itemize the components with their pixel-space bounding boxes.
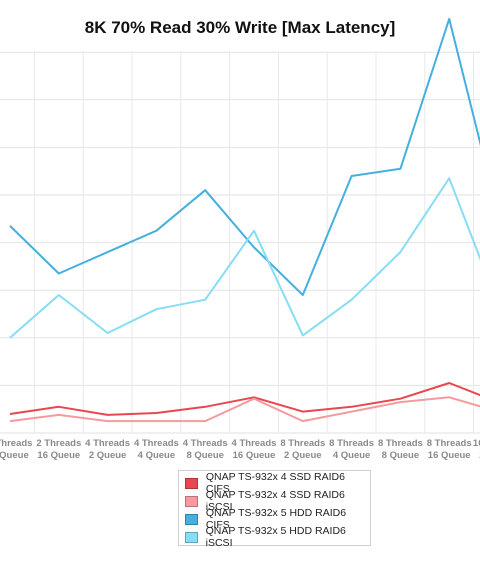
legend-swatch-0: [185, 477, 198, 489]
chart-title: 8K 70% Read 30% Write [Max Latency]: [84, 18, 396, 37]
series-line-1: [9, 396, 480, 423]
x-tick-label-1: 2 Threads 16 Queue: [36, 438, 81, 461]
x-tick-label-4: 4 Threads 8 Queue: [183, 438, 228, 461]
x-tick-label-8: 8 Threads 8 Queue: [378, 438, 423, 461]
legend-label-2: QNAP TS-932x 5 HDD RAID6 CIFS: [205, 507, 347, 531]
legend-label-3: QNAP TS-932x 5 HDD RAID6 iSCSI: [205, 525, 346, 549]
x-tick-label-5: 4 Threads 16 Queue: [232, 438, 277, 461]
series-lines: [9, 17, 480, 423]
legend-swatch-1: [185, 495, 198, 507]
gridlines: [0, 51, 480, 434]
legend-item-2: QNAP TS-932x 5 HDD RAID6 CIFS: [185, 507, 370, 531]
x-tick-label-6: 8 Threads 2 Queue: [280, 438, 325, 461]
legend-label-1: QNAP TS-932x 4 SSD RAID6 iSCSI: [205, 489, 345, 513]
legend-item-1: QNAP TS-932x 4 SSD RAID6 iSCSI: [185, 489, 370, 513]
legend-item-3: QNAP TS-932x 5 HDD RAID6 iSCSI: [185, 525, 370, 549]
series-line-2: [9, 17, 480, 296]
x-tick-label-3: 4 Threads 4 Queue: [134, 438, 179, 461]
x-tick-label-2: 4 Threads 2 Queue: [85, 438, 130, 461]
legend-swatch-2: [185, 513, 198, 525]
series-line-0: [9, 382, 480, 416]
legend-swatch-3: [185, 531, 198, 543]
legend-item-0: QNAP TS-932x 4 SSD RAID6 CIFS: [185, 471, 370, 495]
x-tick-label-7: 8 Threads 4 Queue: [329, 438, 374, 461]
legend: QNAP TS-932x 4 SSD RAID6 CIFS QNAP TS-932…: [178, 470, 371, 549]
x-tick-label-9: 8 Threads 16 Queue: [427, 438, 472, 461]
series-line-3: [9, 177, 480, 339]
legend-label-0: QNAP TS-932x 4 SSD RAID6 CIFS: [205, 471, 345, 495]
